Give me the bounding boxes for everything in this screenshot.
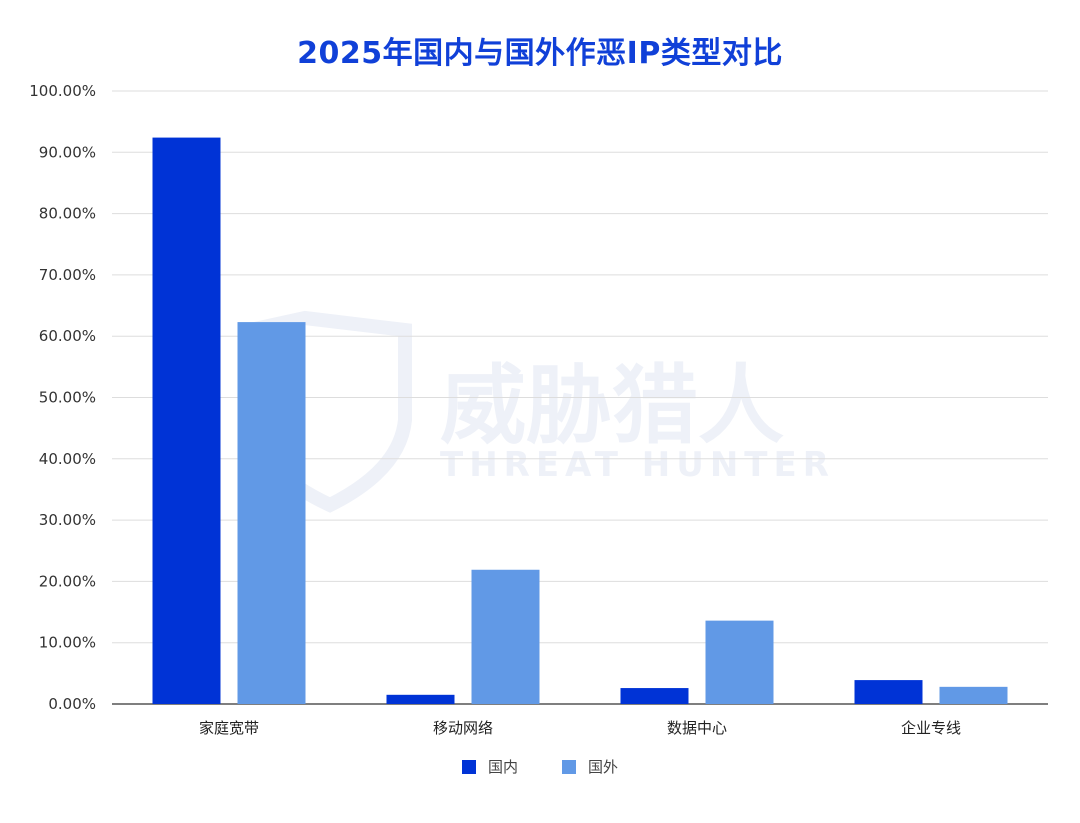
- y-tick-label: 10.00%: [39, 634, 96, 652]
- chart-title: 2025年国内与国外作恶IP类型对比: [297, 36, 783, 71]
- legend-label-domestic: 国内: [487, 758, 518, 776]
- y-tick-label: 0.00%: [48, 695, 96, 713]
- bar-domestic: [152, 137, 221, 704]
- bar-foreign: [471, 569, 540, 704]
- bar-domestic: [620, 688, 689, 704]
- y-tick-label: 50.00%: [39, 389, 96, 407]
- x-tick-label: 数据中心: [667, 719, 727, 737]
- bar-foreign: [705, 620, 774, 704]
- bar-domestic: [854, 680, 923, 704]
- legend-item-foreign: 国外: [562, 756, 618, 777]
- x-axis: 家庭宽带 移动网络 数据中心 企业专线: [199, 719, 961, 737]
- y-tick-label: 30.00%: [39, 511, 96, 529]
- bars: [152, 137, 1008, 704]
- x-tick-label: 移动网络: [433, 719, 493, 737]
- legend-item-domestic: 国内: [461, 756, 518, 777]
- watermark-subtext: THREAT HUNTER: [440, 445, 835, 485]
- bar-foreign: [237, 322, 306, 704]
- legend-label-foreign: 国外: [588, 758, 619, 776]
- x-tick-label: 企业专线: [901, 719, 961, 737]
- y-tick-label: 60.00%: [39, 327, 96, 345]
- y-axis: 0.00% 10.00% 20.00% 30.00% 40.00% 50.00% 60.00…: [29, 82, 96, 713]
- legend: 国内 国外: [0, 756, 1080, 777]
- y-tick-label: 70.00%: [39, 266, 96, 284]
- x-tick-label: 家庭宽带: [199, 719, 259, 737]
- legend-swatch-foreign: [562, 759, 576, 774]
- watermark-text: 威胁猎人: [440, 356, 784, 456]
- y-tick-label: 40.00%: [39, 450, 96, 468]
- y-tick-label: 80.00%: [39, 205, 96, 223]
- y-tick-label: 100.00%: [29, 82, 96, 100]
- bar-domestic: [386, 694, 455, 704]
- watermark: 威胁猎人 THREAT HUNTER: [243, 310, 835, 513]
- bar-foreign: [939, 686, 1008, 704]
- y-tick-label: 90.00%: [39, 143, 96, 161]
- legend-swatch-domestic: [461, 759, 476, 774]
- y-tick-label: 20.00%: [39, 572, 96, 590]
